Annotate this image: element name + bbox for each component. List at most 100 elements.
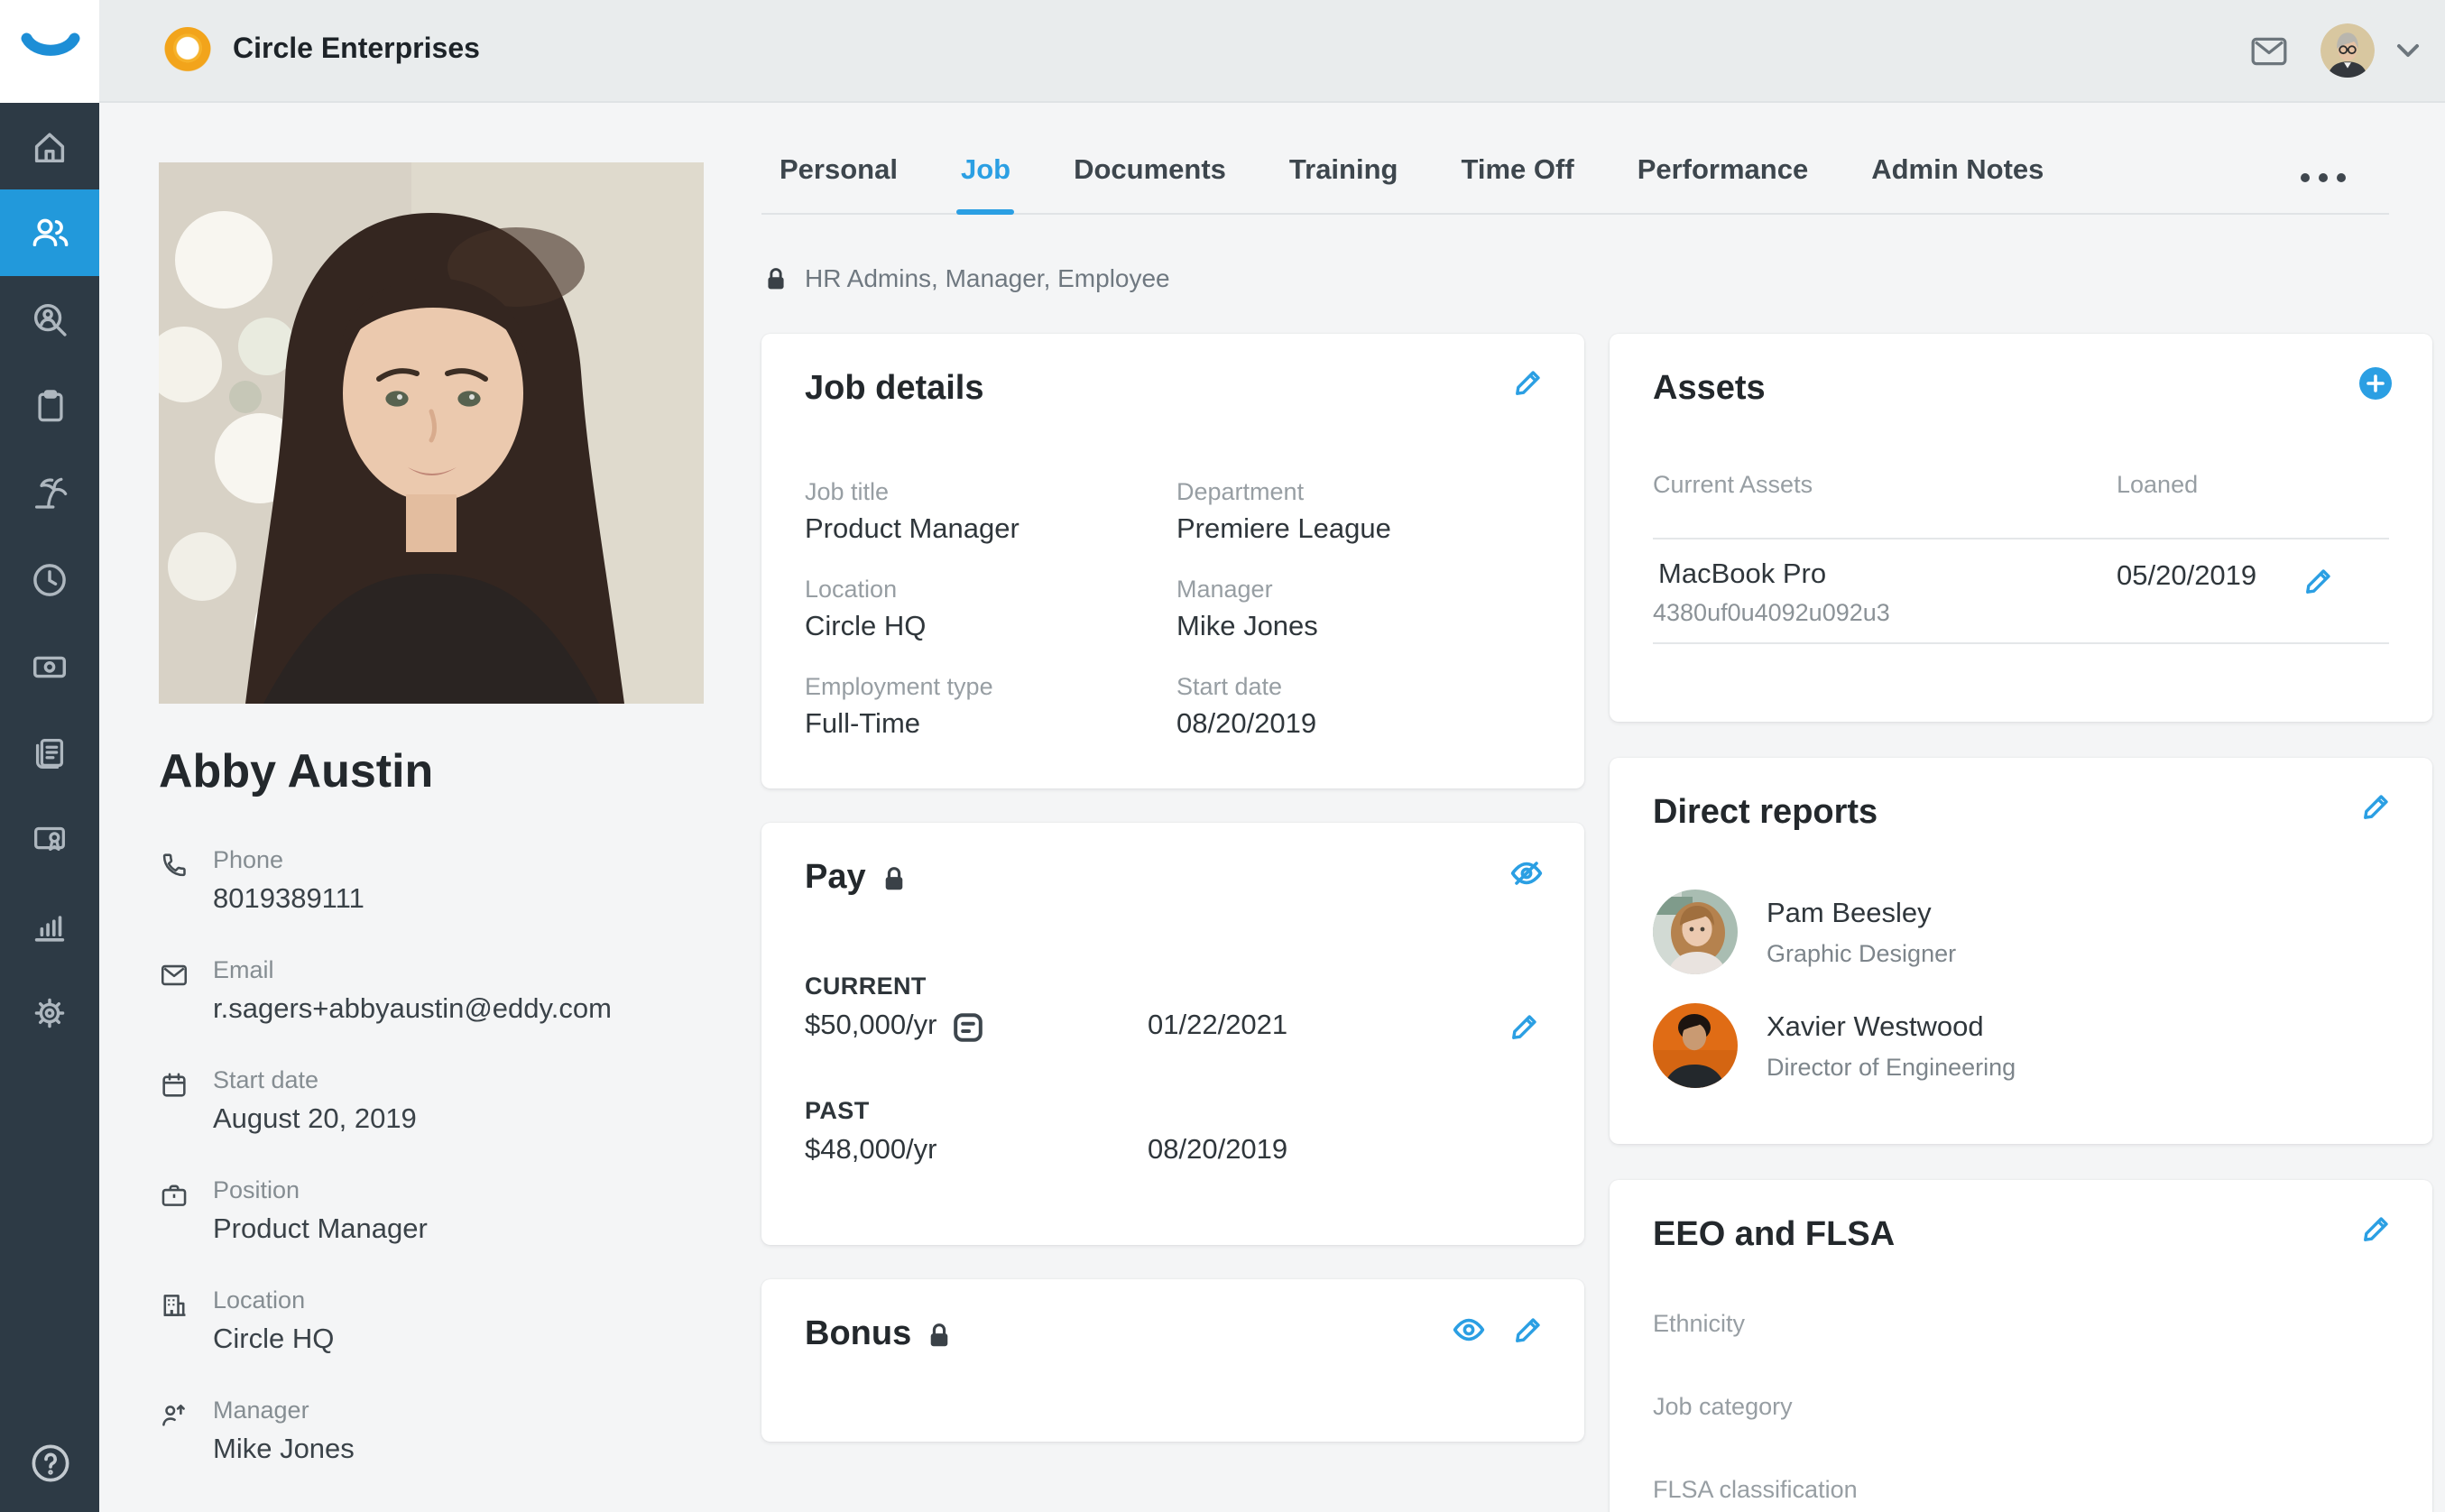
field-value: r.sagers+abbyaustin@eddy.com — [213, 994, 612, 1025]
tabs-overflow-ellipsis-icon[interactable] — [2301, 173, 2346, 182]
direct-report-row[interactable]: Xavier Westwood Director of Engineering — [1653, 1003, 2389, 1088]
job-field-title: Job title Product Manager — [805, 478, 1020, 545]
tab-time-off[interactable]: Time Off — [1461, 155, 1574, 186]
job-details-card: Job details Job title Product Manager Dep… — [761, 334, 1584, 788]
field-value: 8019389111 — [213, 884, 364, 915]
edit-job-details-pencil-icon[interactable] — [1512, 366, 1545, 399]
job-field-location: Location Circle HQ — [805, 576, 927, 642]
pay-note-icon[interactable] — [954, 1011, 984, 1042]
sidebar-nav — [0, 103, 99, 1512]
pay-amount: $50,000/yr — [805, 1010, 937, 1041]
edit-bonus-pencil-icon[interactable] — [1512, 1314, 1545, 1346]
clipboard-icon — [30, 386, 69, 426]
sidebar-item-training[interactable] — [0, 796, 99, 882]
edit-asset-pencil-icon[interactable] — [2302, 565, 2335, 597]
direct-report-row[interactable]: Pam Beesley Graphic Designer — [1653, 890, 2389, 974]
assets-card: Assets Current Assets Loaned MacBook Pro… — [1610, 334, 2432, 722]
sidebar-item-time-off[interactable] — [0, 449, 99, 536]
field-value: August 20, 2019 — [213, 1104, 417, 1135]
sidebar-item-payroll[interactable] — [0, 622, 99, 709]
field-label: Phone — [213, 846, 284, 873]
direct-report-role: Graphic Designer — [1767, 939, 1957, 966]
help-icon — [26, 1439, 73, 1495]
asset-row: MacBook Pro 4380uf0u4092u092u3 05/20/201… — [1653, 538, 2389, 644]
edit-direct-reports-pencil-icon[interactable] — [2360, 790, 2393, 823]
direct-report-name: Pam Beesley — [1767, 898, 1932, 928]
pay-section-label: PAST — [805, 1097, 870, 1124]
hide-pay-eye-slash-icon[interactable] — [1509, 855, 1545, 891]
sidebar-item-home[interactable] — [0, 103, 99, 189]
lock-icon — [765, 264, 787, 291]
card-title: Assets — [1653, 370, 1766, 408]
sidebar-item-hiring[interactable] — [0, 363, 99, 449]
lock-icon — [882, 864, 906, 893]
direct-report-name: Xavier Westwood — [1767, 1011, 1984, 1042]
tab-performance[interactable]: Performance — [1637, 155, 1809, 186]
user-avatar[interactable] — [2320, 23, 2375, 78]
bar-chart-icon — [29, 905, 70, 946]
chevron-down-icon[interactable] — [2396, 42, 2420, 59]
show-bonus-eye-icon[interactable] — [1451, 1312, 1487, 1348]
tabbar-divider — [761, 213, 2389, 215]
sidebar-item-directory-search[interactable] — [0, 276, 99, 363]
eeo-field-flsa-classification: FLSA classification — — [1653, 1476, 1858, 1503]
company-name: Circle Enterprises — [233, 34, 480, 65]
mail-icon[interactable] — [2248, 30, 2290, 71]
avatar — [1653, 890, 1738, 974]
main-content: Abby Austin Phone 8019389111 Email r.sag… — [99, 103, 2445, 1512]
card-title: Pay — [805, 859, 866, 897]
sidebar-item-documents[interactable] — [0, 709, 99, 796]
eeo-field-ethnicity: Ethnicity — [1653, 1310, 1746, 1337]
job-field-start-date: Start date 08/20/2019 — [1176, 673, 1317, 740]
profile-field-manager: Manager Mike Jones — [159, 1397, 704, 1467]
direct-report-role: Director of Engineering — [1767, 1053, 2016, 1080]
tab-job[interactable]: Job — [956, 155, 1014, 215]
employee-name: Abby Austin — [159, 743, 434, 797]
assets-col-current: Current Assets — [1653, 471, 1813, 498]
field-label: Start date — [213, 1066, 319, 1093]
app-logo[interactable] — [0, 0, 99, 103]
job-field-employment-type: Employment type Full-Time — [805, 673, 993, 740]
company-switcher[interactable]: Circle Enterprises — [164, 27, 480, 74]
field-label: Email — [213, 956, 274, 983]
eeo-flsa-card: EEO and FLSA Ethnicity Job category — [1610, 1180, 2432, 1512]
documents-icon — [29, 732, 70, 773]
phone-icon — [159, 846, 189, 917]
visibility-permissions: HR Admins, Manager, Employee — [761, 263, 2432, 292]
employee-photo — [159, 162, 704, 704]
payroll-icon — [29, 645, 70, 687]
sidebar-item-settings[interactable] — [0, 969, 99, 1056]
bonus-card: Bonus — [761, 1279, 1584, 1442]
tab-documents[interactable]: Documents — [1074, 155, 1226, 186]
pay-effective-date: 01/22/2021 — [1148, 1010, 1288, 1041]
sidebar-item-people[interactable] — [0, 189, 99, 276]
pay-current-section: CURRENT $50,000/yr 01/22/2021 — [805, 973, 1541, 1043]
profile-field-location: Location Circle HQ — [159, 1286, 704, 1357]
profile-tabs: Personal Job Documents Training Time Off… — [761, 103, 2432, 215]
edit-eeo-pencil-icon[interactable] — [2360, 1212, 2393, 1245]
briefcase-icon — [159, 1176, 189, 1247]
profile-field-position: Position Product Manager — [159, 1176, 704, 1247]
asset-serial: 4380uf0u4092u092u3 — [1653, 599, 1890, 626]
permissions-text: HR Admins, Manager, Employee — [805, 263, 1170, 292]
profile-field-email: Email r.sagers+abbyaustin@eddy.com — [159, 956, 704, 1027]
add-asset-plus-icon[interactable] — [2358, 366, 2393, 401]
tab-personal[interactable]: Personal — [780, 155, 898, 186]
pay-amount: $48,000/yr — [805, 1135, 937, 1166]
tab-admin-notes[interactable]: Admin Notes — [1871, 155, 2044, 186]
card-title: Job details — [805, 370, 984, 408]
card-title: Bonus — [805, 1315, 912, 1353]
job-field-manager: Manager Mike Jones — [1176, 576, 1318, 642]
mail-icon — [159, 956, 189, 1027]
sidebar-item-help[interactable] — [0, 1436, 99, 1498]
profile-field-phone: Phone 8019389111 — [159, 846, 704, 917]
field-value: Mike Jones — [213, 1434, 355, 1465]
tab-training[interactable]: Training — [1288, 155, 1398, 186]
sidebar-item-reports[interactable] — [0, 882, 99, 969]
employee-profile-panel: Abby Austin Phone 8019389111 Email r.sag… — [159, 162, 704, 1467]
eeo-field-job-category: Job category — [1653, 1393, 1793, 1420]
job-tab-content: Personal Job Documents Training Time Off… — [761, 103, 2432, 1512]
edit-pay-pencil-icon[interactable] — [1509, 1010, 1541, 1043]
sidebar-item-time-tracking[interactable] — [0, 536, 99, 622]
